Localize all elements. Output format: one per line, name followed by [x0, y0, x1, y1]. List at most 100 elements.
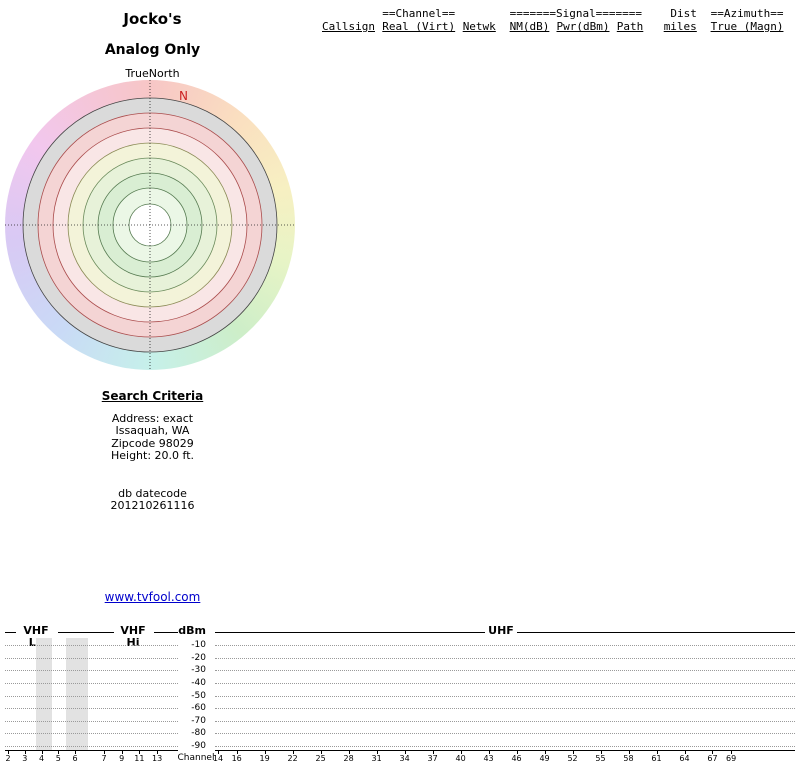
table-column-header: Callsign [322, 20, 375, 33]
gridline-uhf [215, 733, 795, 735]
gridline-uhf [215, 746, 795, 748]
signal-strength-chart: VHF Lo VHF Hi dBm UHF Channel -10-20-30-… [0, 622, 800, 768]
table-column-header: True (Magn) [710, 20, 784, 33]
channel-axis-label: Channel [177, 753, 215, 763]
x-axis-tick [376, 750, 378, 754]
gridline-vhf [5, 733, 178, 735]
table-header-group: =======Signal======= [509, 7, 643, 20]
x-axis-channel-label: 40 [455, 754, 466, 763]
table-column-header: Pwr(dBm) [556, 20, 610, 33]
x-axis-tick [236, 750, 238, 754]
x-axis-tick [460, 750, 462, 754]
search-criteria-line: Zipcode 98029 [111, 436, 194, 450]
x-axis-tick [544, 750, 546, 754]
gridline-uhf [215, 682, 795, 684]
x-axis-tick [348, 750, 350, 754]
station-table-header: ==Channel== =======Signal======= Dist ==Azi… [322, 8, 797, 36]
x-axis-tick [516, 750, 518, 754]
y-axis-tick-label: -50 [191, 690, 206, 701]
y-axis-tick-label: -70 [191, 715, 206, 726]
x-axis-tick [264, 750, 266, 754]
x-axis-tick [121, 750, 123, 754]
x-axis-channel-label: 49 [539, 754, 550, 763]
table-header-group: Dist [670, 7, 697, 20]
x-axis-tick [572, 750, 574, 754]
x-axis-channel-label: 58 [623, 754, 634, 763]
gridline-vhf [5, 670, 178, 672]
divider-line [154, 632, 178, 633]
x-axis-channel-label: 5 [55, 754, 61, 763]
table-header-group: ==Azimuth== [710, 7, 784, 20]
x-axis-tick [320, 750, 322, 754]
x-axis-channel-label: 55 [595, 754, 606, 763]
gridline-vhf [5, 682, 178, 684]
gridline-vhf [5, 645, 178, 646]
search-criteria-line: Address: exact [111, 411, 194, 425]
y-axis-tick-label: -20 [191, 652, 206, 663]
search-criteria-lines: Address: exact Issaquah, WA Zipcode 98029 H… [75, 411, 230, 463]
x-axis-channel-label: 37 [427, 754, 438, 763]
search-criteria-heading: Search Criteria [101, 389, 204, 403]
divider-line [517, 632, 795, 633]
x-axis-channel-label: 11 [134, 754, 145, 763]
x-axis-tick [58, 750, 60, 754]
y-axis-tick-label: -80 [191, 728, 206, 739]
y-axis-tick-label: -30 [191, 665, 206, 676]
divider-line [5, 632, 16, 633]
y-axis-tick-label: -60 [191, 703, 206, 714]
x-axis-channel-label: 64 [679, 754, 690, 763]
x-axis-channel-label: 22 [287, 754, 298, 763]
gridline-vhf [5, 695, 178, 697]
table-column-header: Path [616, 20, 644, 33]
x-axis-tick [731, 750, 733, 754]
uhf-label: UHF [488, 624, 514, 637]
x-axis-tick [75, 750, 76, 754]
x-axis-channel-label: 46 [511, 754, 522, 763]
y-axis-tick-label: -10 [191, 640, 206, 650]
x-axis-tick [41, 750, 43, 754]
uhf-axis-baseline [215, 750, 795, 751]
x-axis-channel-label: 9 [119, 754, 125, 763]
x-axis-tick [404, 750, 406, 754]
x-axis-tick [218, 750, 219, 754]
gridline-uhf [215, 657, 795, 659]
x-axis-channel-label: 6 [72, 754, 78, 763]
x-axis-channel-label: 7 [101, 754, 107, 763]
gridline-uhf [215, 670, 795, 672]
divider-line [58, 632, 114, 633]
x-axis-channel-label: 25 [315, 754, 326, 763]
gridline-vhf [5, 657, 178, 659]
x-axis-tick [432, 750, 434, 754]
x-axis-tick [139, 750, 141, 754]
report-title-line1: Jocko's [123, 10, 182, 28]
x-axis-tick [712, 750, 714, 754]
magnetic-north-label: N [179, 89, 188, 103]
site-link-container: www.tvfool.com [75, 590, 230, 604]
x-axis-tick [684, 750, 686, 754]
gridline-uhf [215, 720, 795, 722]
x-axis-channel-label: 69 [726, 754, 737, 763]
gridline-vhf [5, 720, 178, 722]
report-title-line2: Analog Only [104, 42, 201, 58]
dbm-axis-label: dBm [178, 624, 206, 637]
x-axis-tick [292, 750, 294, 754]
x-axis-tick [600, 750, 602, 754]
x-axis-tick [157, 750, 159, 754]
tvfool-link[interactable]: www.tvfool.com [104, 590, 201, 604]
table-column-header: Real (Virt) [382, 20, 456, 33]
table-column-header: miles [663, 20, 697, 33]
x-axis-channel-label: 67 [707, 754, 718, 763]
x-axis-tick [628, 750, 630, 754]
x-axis-channel-label: 13 [152, 754, 163, 763]
x-axis-tick [104, 750, 105, 754]
y-axis-tick-label: -90 [191, 741, 206, 752]
vhf-axis-baseline [5, 750, 178, 751]
x-axis-channel-label: 19 [259, 754, 270, 763]
gridline-uhf [215, 695, 795, 697]
x-axis-tick [24, 750, 26, 754]
gridline-uhf [215, 645, 795, 646]
db-datecode-label: db datecode [118, 486, 187, 500]
radar-plot: N [5, 80, 295, 370]
x-axis-channel-label: 31 [371, 754, 382, 763]
